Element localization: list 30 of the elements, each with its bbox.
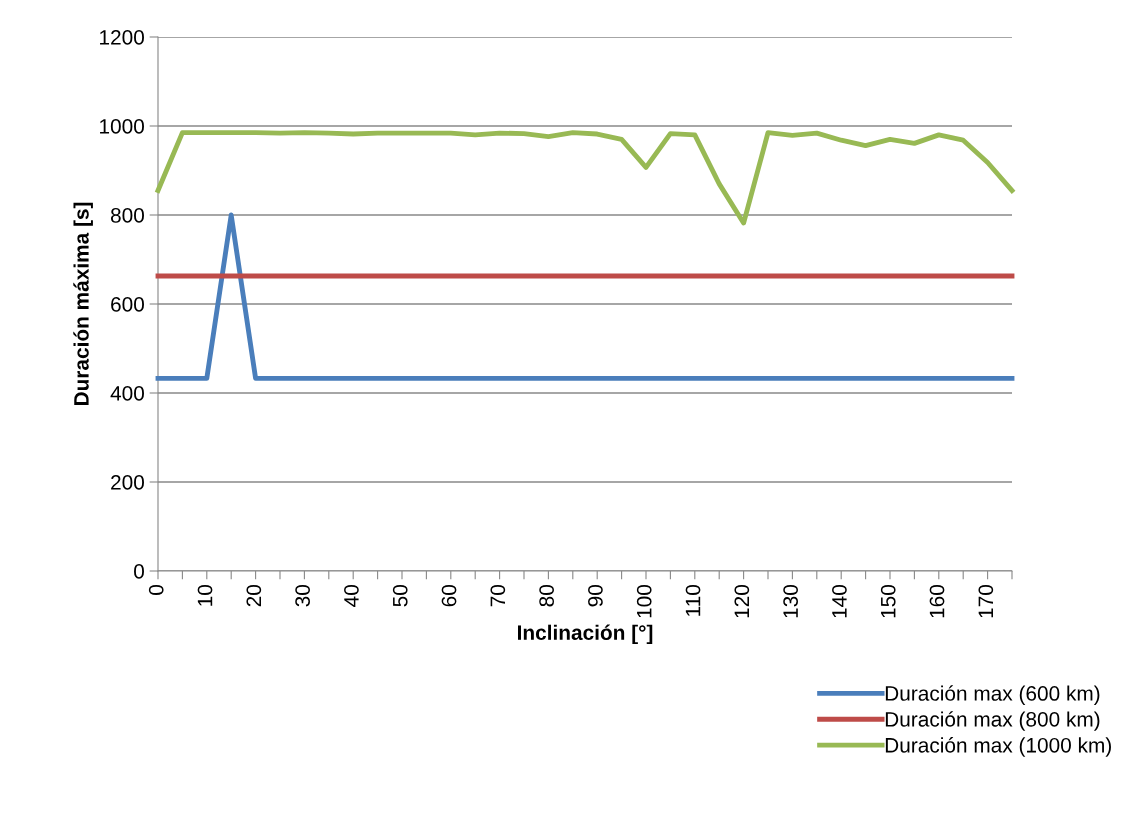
x-tick-label: 0 [148,585,164,595]
x-tick-label: 160 [929,585,945,618]
y-tick-label: 1000 [100,119,144,134]
x-tick-label: 80 [539,585,554,607]
x-tick-label: 10 [197,585,213,606]
x-tick-label: 130 [783,585,798,618]
x-tick-label: 30 [295,585,310,607]
legend-label: Duración max (1000 km) [885,737,1111,757]
x-tick-label: 110 [685,585,701,616]
x-tick-label: 60 [441,585,457,607]
legend-label: Duración max (600 km) [885,685,1100,705]
x-tick-label: 100 [636,585,652,618]
y-tick-label: 600 [111,297,144,312]
y-tick-label: 200 [111,475,144,490]
y-tick-label: 800 [110,208,144,223]
x-tick-label: 170 [978,585,994,618]
y-axis-title: Duración máxima [s] [73,202,93,406]
x-tick-label: 140 [832,585,847,618]
x-tick-label: 50 [392,585,408,607]
x-tick-label: 40 [344,585,359,607]
x-tick-label: 20 [246,585,262,607]
y-tick-label: 0 [134,564,144,579]
x-tick-label: 90 [588,585,603,607]
y-tick-label: 1200 [100,30,144,45]
x-tick-label: 120 [734,585,750,618]
x-axis-title: Inclinación [°] [517,624,653,645]
y-tick-label: 400 [110,386,144,401]
x-tick-label: 70 [490,585,506,607]
legend-label: Duración max (800 km) [885,711,1100,731]
x-tick-label: 150 [880,585,896,618]
